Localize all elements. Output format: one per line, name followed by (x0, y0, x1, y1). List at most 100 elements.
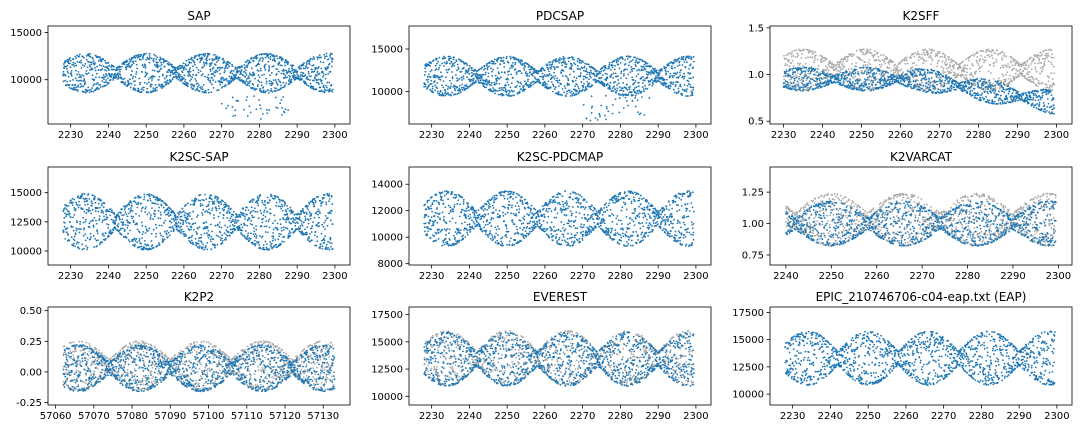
data-point (812, 57, 814, 59)
x-tick-label: 2290 (645, 130, 670, 141)
data-point (155, 55, 157, 57)
data-point (245, 69, 247, 71)
data-point (159, 70, 161, 72)
data-point (514, 63, 516, 65)
data-point (151, 77, 153, 79)
data-point (608, 67, 610, 69)
data-point (848, 73, 850, 75)
data-point (127, 61, 129, 63)
data-point (439, 64, 441, 66)
data-point (812, 50, 814, 52)
data-point (491, 71, 493, 73)
data-point (613, 90, 615, 92)
data-point (942, 61, 944, 63)
data-point (635, 60, 637, 62)
data-point (877, 81, 879, 83)
data-point (993, 78, 995, 80)
data-point (63, 71, 65, 73)
data-point (438, 93, 440, 95)
data-point (933, 50, 935, 52)
data-point (663, 85, 665, 87)
data-point (785, 63, 787, 65)
data-point (219, 57, 221, 59)
data-point (184, 66, 186, 68)
data-point (524, 89, 526, 91)
data-point (843, 80, 845, 82)
data-point (609, 62, 611, 64)
data-point (143, 66, 145, 68)
data-point (145, 53, 147, 55)
data-point (123, 63, 125, 65)
data-point (953, 64, 955, 66)
data-point (1025, 68, 1027, 70)
data-point (594, 75, 596, 77)
data-point (793, 78, 795, 80)
data-point (90, 91, 92, 93)
data-point (562, 75, 564, 77)
data-point (576, 84, 578, 86)
data-point (953, 67, 955, 69)
data-point (152, 69, 154, 71)
data-point (666, 79, 668, 81)
data-point (245, 80, 247, 82)
data-point (223, 60, 225, 62)
data-point (871, 69, 873, 71)
data-point (963, 76, 965, 78)
data-point (560, 72, 562, 74)
data-point (524, 80, 526, 82)
data-point (210, 64, 212, 66)
data-point (628, 65, 630, 67)
data-point (326, 53, 328, 55)
data-point (642, 76, 644, 78)
data-point (164, 66, 166, 68)
data-point (874, 54, 876, 56)
data-point (659, 81, 661, 83)
data-point (689, 56, 691, 58)
data-point (1052, 57, 1054, 59)
data-point (104, 66, 106, 68)
data-point (606, 106, 608, 108)
data-point (791, 88, 793, 90)
data-point (134, 88, 136, 90)
data-point (809, 73, 811, 75)
data-point (842, 74, 844, 76)
data-point (75, 57, 77, 59)
data-point (557, 82, 559, 84)
data-point (573, 71, 575, 73)
data-point (865, 51, 867, 53)
data-point (79, 86, 81, 88)
data-point (189, 69, 191, 71)
data-point (619, 67, 621, 69)
data-point (474, 73, 476, 75)
data-point (1028, 64, 1030, 66)
data-point (310, 58, 312, 60)
data-point (929, 48, 931, 50)
data-point (447, 92, 449, 94)
data-point (814, 80, 816, 82)
data-point (834, 75, 836, 77)
data-point (635, 75, 637, 77)
data-point (634, 62, 636, 64)
data-point (898, 78, 900, 80)
data-point (69, 57, 71, 59)
data-point (842, 68, 844, 70)
data-point (294, 75, 296, 77)
data-point (191, 86, 193, 88)
data-point (801, 50, 803, 52)
data-point (145, 59, 147, 61)
data-point (152, 90, 154, 92)
data-point (497, 67, 499, 69)
data-point (892, 83, 894, 85)
data-point (441, 84, 443, 86)
data-point (923, 69, 925, 71)
data-point (1003, 52, 1005, 54)
data-point (450, 83, 452, 85)
data-point (441, 63, 443, 65)
data-point (453, 65, 455, 67)
data-point (211, 58, 213, 60)
data-point (212, 60, 214, 62)
data-point (246, 74, 248, 76)
data-point (215, 64, 217, 66)
data-point (925, 54, 927, 56)
